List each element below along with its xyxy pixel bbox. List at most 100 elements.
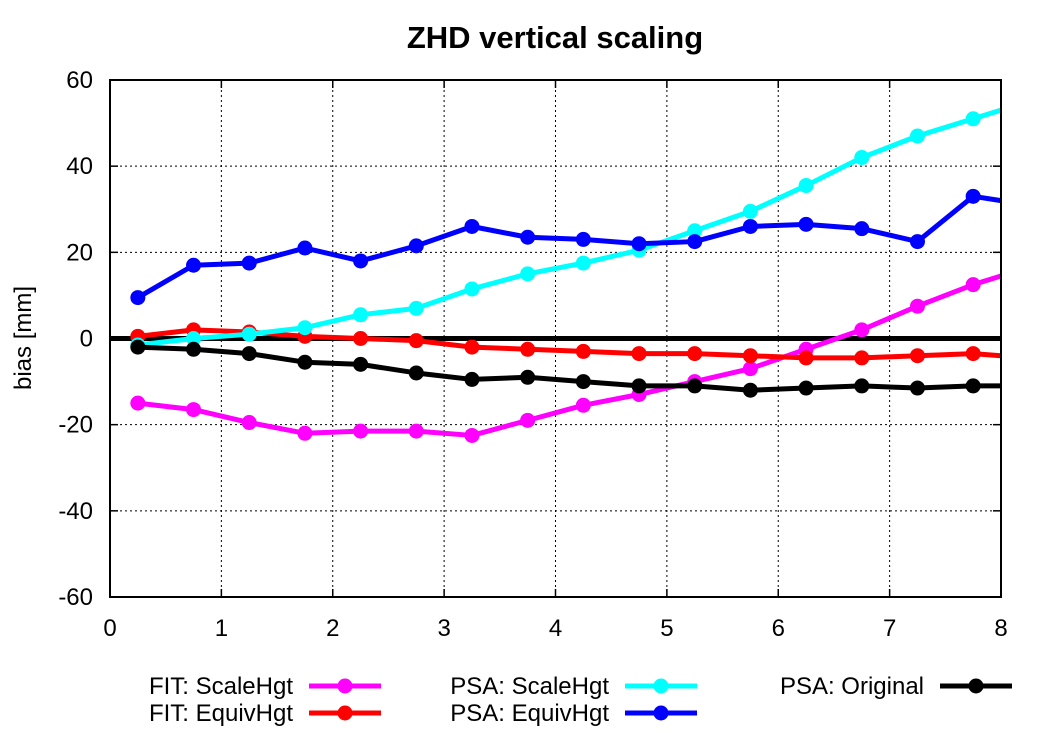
data-point-psa-equivhgt (742, 218, 758, 234)
data-point-fit-scalehgt (297, 425, 313, 441)
data-point-fit-scalehgt (130, 395, 146, 411)
data-point-psa-original (965, 378, 981, 394)
data-point-psa-original (353, 356, 369, 372)
data-point-fit-equivhgt (464, 339, 480, 355)
data-point-psa-equivhgt (575, 231, 591, 247)
data-point-psa-scalehgt (687, 223, 703, 239)
data-point-psa-equivhgt (186, 257, 202, 273)
data-point-psa-equivhgt (687, 234, 703, 250)
legend-marker-psa-original (968, 678, 984, 694)
data-point-psa-equivhgt (854, 221, 870, 237)
x-tick-label: 7 (883, 615, 896, 642)
data-point-psa-original (742, 382, 758, 398)
data-point-fit-scalehgt (241, 415, 257, 431)
data-point-fit-equivhgt (408, 333, 424, 349)
series-line-psa-scalehgt (137, 107, 1002, 348)
data-point-fit-equivhgt (854, 350, 870, 366)
data-point-fit-scalehgt (520, 412, 536, 428)
data-point-psa-scalehgt (186, 331, 202, 346)
data-point-psa-scalehgt (575, 255, 591, 271)
ticks: 0 1 2 3 4 5 6 7 8 60 40 20 0 -20 -40 -60 (58, 67, 1007, 642)
data-point-psa-equivhgt (909, 234, 925, 250)
x-tick-label: 3 (437, 615, 450, 642)
data-point-psa-original (297, 354, 313, 370)
x-tick-label: 1 (215, 615, 228, 642)
data-point-psa-original (575, 374, 591, 390)
data-point-psa-scalehgt (965, 111, 981, 127)
data-point-psa-original (854, 378, 870, 394)
x-tick-label: 0 (103, 615, 116, 642)
legend-marker-psa-equivhgt (653, 705, 669, 721)
data-point-psa-original (241, 346, 257, 362)
x-tick-label: 6 (772, 615, 785, 642)
data-point-fit-equivhgt (687, 346, 703, 362)
data-point-fit-scalehgt (186, 402, 202, 418)
x-tick-label: 8 (994, 615, 1007, 642)
data-point-fit-scalehgt (353, 423, 369, 439)
data-point-psa-equivhgt (241, 255, 257, 271)
data-point-psa-equivhgt (631, 236, 647, 252)
data-point-fit-scalehgt (575, 397, 591, 413)
legend-label-psa-equivhgt: PSA: EquivHgt (450, 700, 609, 727)
data-point-psa-scalehgt (297, 320, 313, 336)
data-point-fit-equivhgt (575, 343, 591, 359)
x-tick-label: 5 (660, 615, 673, 642)
data-point-fit-equivhgt (742, 348, 758, 364)
data-point-psa-original (130, 339, 146, 355)
data-point-psa-equivhgt (297, 240, 313, 256)
y-tick-label: 20 (66, 239, 93, 266)
data-point-fit-equivhgt (631, 346, 647, 362)
data-point-fit-scalehgt (742, 361, 758, 377)
data-point-fit-equivhgt (909, 348, 925, 364)
data-point-psa-equivhgt (408, 238, 424, 254)
data-point-psa-original (408, 365, 424, 381)
legend-label-fit-scalehgt: FIT: ScaleHgt (149, 673, 293, 700)
y-tick-label: -60 (58, 584, 93, 611)
data-point-psa-scalehgt (854, 150, 870, 166)
data-point-psa-original (909, 380, 925, 396)
data-point-psa-original (798, 380, 814, 396)
legend-label-psa-original: PSA: Original (780, 673, 924, 700)
y-tick-label: -40 (58, 498, 93, 525)
y-axis-label: bias [mm] (10, 286, 37, 390)
data-point-psa-original (631, 378, 647, 394)
x-tick-label: 2 (326, 615, 339, 642)
data-point-fit-scalehgt (854, 322, 870, 338)
data-point-fit-scalehgt (464, 427, 480, 443)
data-point-psa-scalehgt (798, 178, 814, 194)
data-point-psa-equivhgt (130, 290, 146, 306)
data-point-psa-scalehgt (241, 326, 257, 342)
data-point-psa-scalehgt (353, 307, 369, 323)
data-point-psa-scalehgt (742, 203, 758, 219)
data-point-psa-original (520, 369, 536, 385)
chart-title: ZHD vertical scaling (407, 20, 703, 55)
legend-marker-fit-equivhgt (337, 705, 353, 721)
y-tick-label: -20 (58, 412, 93, 439)
legend-marker-fit-scalehgt (337, 678, 353, 694)
data-point-psa-equivhgt (464, 218, 480, 234)
x-tick-label: 4 (549, 615, 562, 642)
data-point-fit-equivhgt (965, 346, 981, 362)
data-point-fit-scalehgt (909, 298, 925, 314)
series-line-psa-original (137, 344, 1001, 393)
data-point-psa-equivhgt (353, 253, 369, 269)
data-point-psa-scalehgt (909, 128, 925, 144)
legend-marker-psa-scalehgt (653, 678, 669, 694)
data-point-fit-scalehgt (408, 423, 424, 439)
data-point-psa-original (186, 341, 202, 357)
data-point-fit-equivhgt (798, 350, 814, 366)
data-point-psa-scalehgt (464, 281, 480, 297)
y-tick-label: 0 (80, 326, 93, 353)
data-point-psa-scalehgt (408, 300, 424, 316)
data-point-psa-scalehgt (520, 266, 536, 282)
legend-label-psa-scalehgt: PSA: ScaleHgt (450, 673, 609, 700)
data-point-fit-equivhgt (520, 341, 536, 357)
y-tick-label: 60 (66, 67, 93, 94)
plot-lines (130, 107, 1002, 443)
data-point-psa-equivhgt (798, 216, 814, 232)
data-point-psa-original (464, 371, 480, 387)
y-tick-label: 40 (66, 153, 93, 180)
data-point-psa-equivhgt (965, 188, 981, 204)
